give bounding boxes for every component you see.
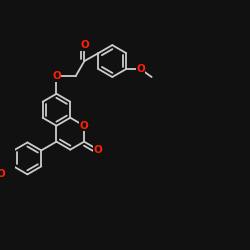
Text: O: O [80,40,89,50]
Text: O: O [52,71,61,81]
Text: O: O [136,64,145,74]
Text: O: O [0,168,6,178]
Text: O: O [80,121,88,131]
Text: O: O [94,145,102,155]
